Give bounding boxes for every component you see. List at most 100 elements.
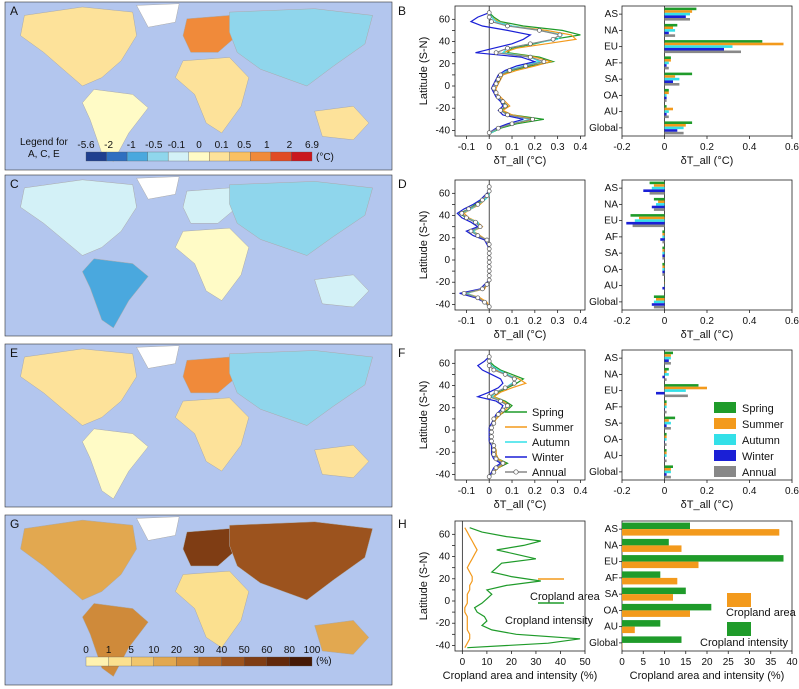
bar-as-winter xyxy=(664,15,686,18)
bar-sa-annual xyxy=(662,257,665,260)
bar-au-winter xyxy=(664,112,667,116)
annual-point xyxy=(491,443,497,448)
annual-point xyxy=(491,469,497,475)
annual-point xyxy=(511,376,517,382)
map-c-south-america xyxy=(82,258,149,329)
legend-swatch xyxy=(209,151,230,162)
y-tick-label: 40 xyxy=(439,381,451,392)
legend-swatch xyxy=(147,151,169,162)
annual-point xyxy=(468,228,474,234)
x-tick-label: 0 xyxy=(662,142,668,153)
panel-label-b: B xyxy=(398,4,406,18)
annual-point xyxy=(486,14,492,20)
legend-label-spring: Spring xyxy=(742,403,774,415)
annual-point xyxy=(491,416,497,422)
map-a-australia xyxy=(314,105,370,141)
legend-label-cropland-area: Cropland area xyxy=(726,607,797,619)
annual-point xyxy=(505,112,510,118)
annual-point xyxy=(493,456,499,462)
chart-D-right: -0.2 0 0.2 0.4 0.6 AS NA EU AF SA OA AU Global δT_all… xyxy=(589,179,799,341)
panel-label-c: C xyxy=(10,177,19,191)
bar-af-spring xyxy=(664,56,671,59)
category-label: NA xyxy=(604,369,618,380)
bar-na-autumn xyxy=(664,29,676,32)
x-axis-label: Cropland area and intensity (%) xyxy=(630,670,785,682)
annual-point xyxy=(486,242,492,247)
legend-swatch xyxy=(85,151,107,162)
bar-oa-cropland-intensity xyxy=(622,603,712,611)
x-tick-label: 25 xyxy=(723,657,735,668)
bar-oa-summer xyxy=(662,265,665,269)
annual-point xyxy=(486,259,492,265)
bar-oa-annual xyxy=(662,273,665,276)
y-tick-label: 20 xyxy=(439,403,451,414)
x-tick-label: 0.1 xyxy=(505,142,519,153)
annual-point xyxy=(484,237,490,243)
legend-label-spring: Spring xyxy=(532,407,564,419)
annual-point xyxy=(486,277,492,283)
legend-label-autumn: Autumn xyxy=(532,437,570,449)
bar-af-annual xyxy=(662,240,665,244)
x-tick-label: 0.3 xyxy=(551,316,565,327)
category-label: AU xyxy=(604,281,618,292)
category-label: AU xyxy=(604,451,618,462)
annual-point xyxy=(480,197,485,203)
legend-tick: 20 xyxy=(171,645,183,656)
x-tick-label: -0.1 xyxy=(458,316,476,327)
annual-point xyxy=(486,358,492,364)
annual-point xyxy=(486,10,492,16)
annual-point xyxy=(475,295,481,301)
legend-swatch-winter xyxy=(714,450,736,461)
bar-eu-autumn xyxy=(664,45,733,48)
annual-point xyxy=(498,398,503,404)
map-a-africa xyxy=(174,57,250,134)
bar-global-summer xyxy=(664,468,671,471)
x-tick-label: 40 xyxy=(555,657,567,668)
legend-label-cropland-intensity: Cropland intensity xyxy=(700,637,789,649)
annual-point xyxy=(505,23,510,29)
bar-as-autumn xyxy=(651,186,665,190)
annual-point xyxy=(537,28,542,33)
bar-oa-annual xyxy=(664,99,667,102)
x-tick-label: 10 xyxy=(481,657,493,668)
series-cropland-intensity xyxy=(467,527,581,649)
y-tick-label: -40 xyxy=(436,640,451,651)
category-label: AF xyxy=(605,402,618,413)
legend-label-winter: Winter xyxy=(532,452,564,464)
bar-na-annual xyxy=(653,208,665,211)
panel-label-a: A xyxy=(10,4,18,18)
legend-label-annual: Annual xyxy=(742,467,776,479)
legend-swatch xyxy=(106,151,128,162)
legend-ace-title-2: A, C, E xyxy=(28,149,60,160)
legend-label-cropland-intensity: Cropland intensity xyxy=(505,615,594,627)
bar-af-annual xyxy=(664,410,667,414)
legend-tick: -0.1 xyxy=(168,140,186,151)
category-label: AS xyxy=(605,9,619,20)
bar-eu-autumn xyxy=(664,389,686,392)
bar-eu-cropland-intensity xyxy=(622,555,784,562)
x-axis-label: δT_all (°C) xyxy=(494,155,547,167)
x-tick-label: 30 xyxy=(530,657,542,668)
legend-g-unit: (%) xyxy=(316,656,332,667)
map-e-greenland xyxy=(136,345,180,369)
bar-na-winter xyxy=(662,375,665,379)
annual-point xyxy=(459,210,465,216)
legend-ace-unit: (°C) xyxy=(316,152,334,163)
bar-sa-autumn xyxy=(664,421,671,425)
bar-as-summer xyxy=(664,10,693,13)
annual-point xyxy=(475,233,481,238)
map-e-australia xyxy=(314,444,370,478)
legend-tick: -0.5 xyxy=(145,140,163,151)
legend-tick: 1 xyxy=(264,140,270,151)
x-tick-label: 0.3 xyxy=(551,142,565,153)
bar-as-cropland-intensity xyxy=(622,522,690,530)
bar-oa-autumn xyxy=(664,94,667,97)
bar-sa-annual xyxy=(664,83,680,86)
legend-swatch xyxy=(131,656,154,667)
legend-tick: 10 xyxy=(148,645,160,656)
map-e-africa xyxy=(174,397,250,472)
y-tick-label: 20 xyxy=(439,59,451,70)
bar-as-summer xyxy=(653,184,665,187)
annual-point xyxy=(495,76,501,82)
